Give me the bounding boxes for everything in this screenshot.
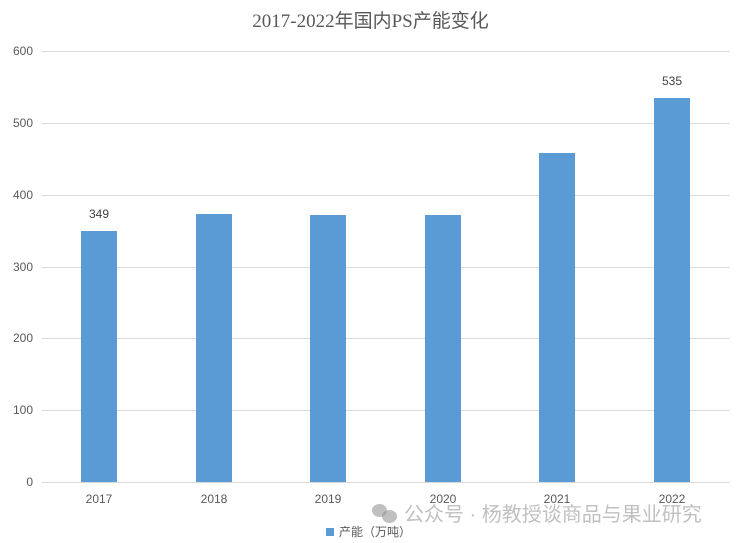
bar-2020	[425, 214, 461, 482]
gridline	[42, 482, 730, 483]
gridline	[42, 338, 730, 339]
y-tick-label: 500	[12, 116, 33, 130]
y-tick-label: 300	[12, 260, 33, 274]
gridline	[42, 195, 730, 196]
y-tick-label: 400	[12, 188, 33, 202]
gridline	[42, 267, 730, 268]
x-tick-label: 2018	[200, 492, 228, 506]
bar-2021	[539, 153, 575, 482]
data-label: 349	[88, 207, 110, 222]
bar-2018	[196, 214, 232, 482]
data-label: 535	[661, 73, 683, 88]
chart-title: 2017-2022年国内PS产能变化	[252, 11, 489, 32]
legend-label: 产能（万吨）	[339, 525, 412, 539]
gridline	[42, 410, 730, 411]
bar-2022	[654, 97, 690, 482]
gridline	[42, 51, 730, 52]
wechat-icon	[372, 502, 398, 524]
watermark-text: 公众号 · 杨教授谈商品与果业研究	[404, 504, 702, 526]
bar-2019	[310, 214, 346, 482]
gridline	[42, 123, 730, 124]
x-tick-label: 2017	[85, 492, 113, 506]
legend-swatch	[326, 527, 334, 536]
y-tick-label: 200	[12, 331, 33, 345]
y-tick-label: 0	[26, 475, 33, 489]
x-tick-label: 2022	[658, 492, 686, 506]
x-tick-label: 2021	[543, 492, 571, 506]
x-tick-label: 2019	[314, 492, 342, 506]
x-tick-label: 2020	[429, 492, 457, 506]
bar-2017	[81, 231, 117, 482]
watermark: 公众号 · 杨教授谈商品与果业研究	[372, 498, 702, 527]
y-tick-label: 600	[12, 44, 33, 58]
legend: 产能（万吨）	[326, 523, 411, 540]
y-tick-label: 100	[12, 403, 33, 417]
